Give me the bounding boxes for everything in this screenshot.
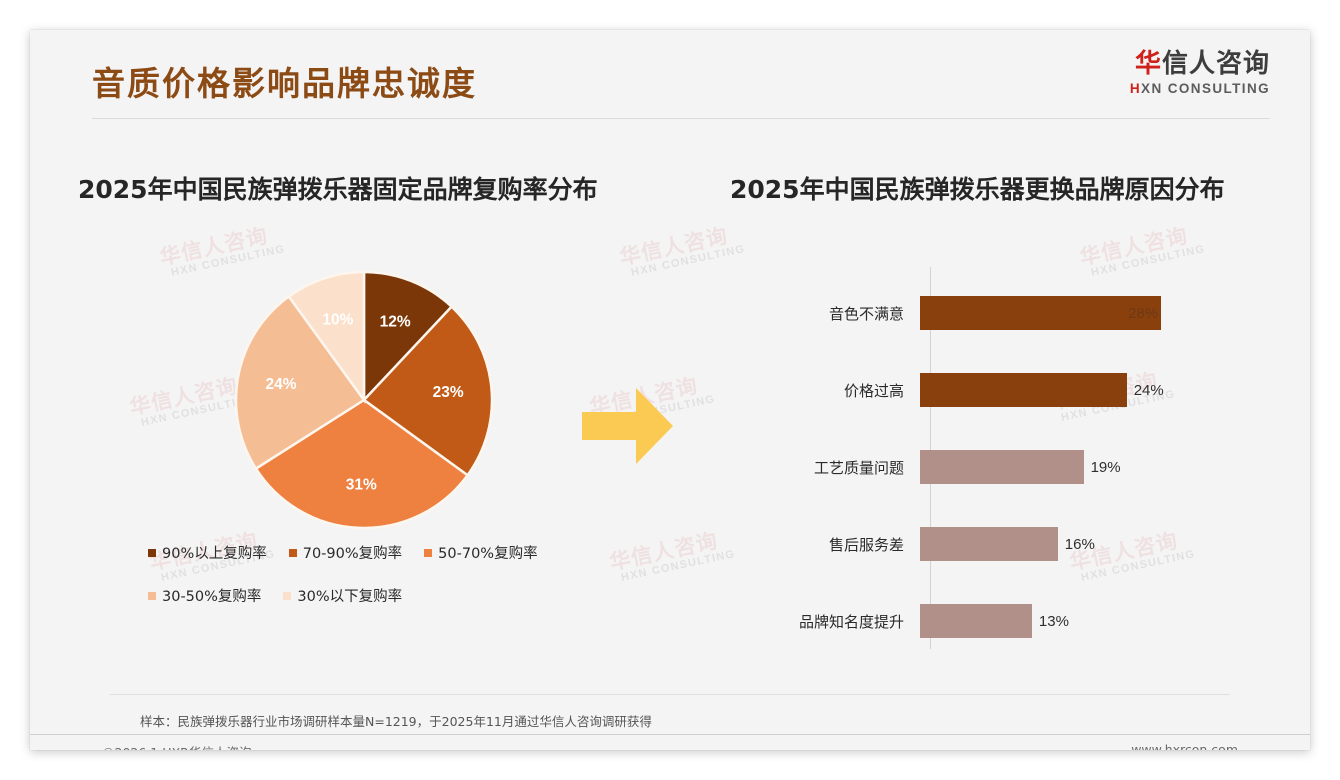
bar-fill[interactable] bbox=[920, 450, 1084, 484]
legend-label: 30%以下复购率 bbox=[297, 589, 403, 605]
legend-item[interactable]: 50-70%复购率 bbox=[424, 542, 538, 563]
bar-value-label: 16% bbox=[1064, 535, 1095, 553]
logo-en-text: HXN CONSULTING bbox=[1130, 81, 1270, 96]
legend-label: 70-90%复购率 bbox=[302, 546, 403, 562]
page-title: 音质价格影响品牌忠诚度 bbox=[92, 64, 477, 103]
pie-slice[interactable] bbox=[254, 398, 470, 530]
logo-cn-rest: 信人咨询 bbox=[1161, 49, 1270, 79]
bar-fill[interactable] bbox=[920, 527, 1058, 561]
watermark-cn: 华信人咨询 bbox=[617, 224, 731, 270]
pie-slice-label: 12% bbox=[380, 314, 411, 331]
pie-slice-label: 10% bbox=[322, 312, 353, 329]
logo-accent-char: 华 bbox=[1134, 49, 1162, 79]
pie-slice[interactable] bbox=[362, 270, 454, 404]
bar-row[interactable]: 工艺质量问题 19% bbox=[730, 450, 1270, 484]
bar-track: 28% bbox=[920, 296, 1270, 330]
bar-category-label: 工艺质量问题 bbox=[813, 458, 904, 477]
bar-value-label: 24% bbox=[1133, 381, 1164, 399]
bar-chart-title: 2025年中国民族弹拨乐器更换品牌原因分布 bbox=[730, 175, 1225, 204]
pie-slice-label: 24% bbox=[265, 376, 296, 393]
bar-track: 16% bbox=[920, 527, 1270, 561]
slide-card: 华信人咨询 HXN CONSULTING 华信人咨询 HXN CONSULTING … bbox=[30, 30, 1310, 750]
logo-en-accent: H bbox=[1129, 80, 1142, 96]
bar-value-label: 13% bbox=[1038, 612, 1069, 630]
legend-swatch-icon bbox=[424, 548, 433, 557]
pie-chart-svg: 12% 23% 31% 24% 10% bbox=[234, 270, 494, 530]
bar-value-label: 28% bbox=[1128, 304, 1159, 322]
watermark-cn: 华信人咨询 bbox=[157, 224, 271, 270]
legend-label: 30-50%复购率 bbox=[162, 589, 262, 605]
pie-slice-label: 23% bbox=[433, 384, 464, 401]
bar-row[interactable]: 品牌知名度提升 13% bbox=[730, 604, 1270, 638]
watermark-cn: 华信人咨询 bbox=[607, 529, 721, 575]
watermark-en: HXN CONSULTING bbox=[620, 548, 737, 584]
bar-chart: 音色不满意 28% 价格过高 24% 工艺质量问题 19% 售后服务差 16% 品牌知名度提升 1… bbox=[730, 245, 1270, 665]
footnote-divider bbox=[110, 694, 1230, 695]
company-logo: 华信人咨询 HXN CONSULTING bbox=[1130, 49, 1270, 96]
bar-category-label: 品牌知名度提升 bbox=[798, 612, 904, 631]
bar-category-label: 价格过高 bbox=[843, 381, 904, 400]
copyright-text: ©2026.1 HXR华信人咨询 bbox=[102, 742, 251, 750]
bar-track: 13% bbox=[920, 604, 1270, 638]
logo-cn-text: 华信人咨询 bbox=[1130, 49, 1270, 80]
bar-track: 19% bbox=[920, 450, 1270, 484]
website-text[interactable]: www.hxrcon.com bbox=[1131, 742, 1238, 750]
pie-slice[interactable] bbox=[362, 304, 494, 477]
bar-fill[interactable] bbox=[920, 373, 1127, 407]
bar-track: 24% bbox=[920, 373, 1270, 407]
bar-category-label: 售后服务差 bbox=[828, 535, 904, 554]
legend-swatch-icon bbox=[148, 591, 156, 600]
bar-row[interactable]: 价格过高 24% bbox=[730, 373, 1270, 407]
bar-row[interactable]: 音色不满意 28% bbox=[730, 296, 1270, 330]
legend-row: 90%以上复购率 70-90%复购率 50-70%复购率 bbox=[148, 542, 588, 563]
logo-en-rest: XN CONSULTING bbox=[1141, 80, 1270, 96]
legend-swatch-icon bbox=[288, 548, 297, 557]
footer-divider bbox=[30, 734, 1310, 750]
pie-chart-title: 2025年中国民族弹拨乐器固定品牌复购率分布 bbox=[78, 175, 598, 204]
legend-item[interactable]: 90%以上复购率 bbox=[148, 542, 267, 563]
pie-chart: 12% 23% 31% 24% 10% bbox=[234, 270, 494, 530]
bar-row[interactable]: 售后服务差 16% bbox=[730, 527, 1270, 561]
slide-header: 音质价格影响品牌忠诚度 华信人咨询 HXN CONSULTING bbox=[30, 30, 1310, 122]
bar-fill[interactable] bbox=[920, 604, 1032, 638]
header-divider bbox=[92, 118, 1270, 119]
legend-label: 50-70%复购率 bbox=[438, 546, 538, 562]
right-arrow-icon bbox=[580, 385, 675, 472]
legend-item[interactable]: 70-90%复购率 bbox=[288, 542, 403, 563]
legend-item[interactable]: 30-50%复购率 bbox=[148, 585, 261, 606]
legend-swatch-icon bbox=[283, 591, 292, 600]
bar-value-label: 19% bbox=[1090, 458, 1121, 476]
legend-item[interactable]: 30%以下复购率 bbox=[283, 585, 402, 606]
footnote-text: 样本：民族弹拨乐器行业市场调研样本量N=1219，于2025年11月通过华信人咨… bbox=[140, 714, 652, 729]
legend-label: 90%以上复购率 bbox=[162, 546, 267, 562]
bar-fill[interactable] bbox=[920, 296, 1162, 330]
bar-category-label: 音色不满意 bbox=[828, 304, 904, 323]
pie-slice-label: 31% bbox=[346, 476, 377, 493]
right-arrow-shape bbox=[582, 388, 673, 464]
pie-slice[interactable] bbox=[287, 270, 366, 404]
legend-row: 30-50%复购率 30%以下复购率 bbox=[148, 585, 588, 606]
legend-swatch-icon bbox=[148, 548, 156, 557]
pie-slice[interactable] bbox=[234, 294, 366, 471]
pie-chart-legend: 90%以上复购率 70-90%复购率 50-70%复购率 30-50%复购率 30%以下… bbox=[148, 542, 588, 628]
